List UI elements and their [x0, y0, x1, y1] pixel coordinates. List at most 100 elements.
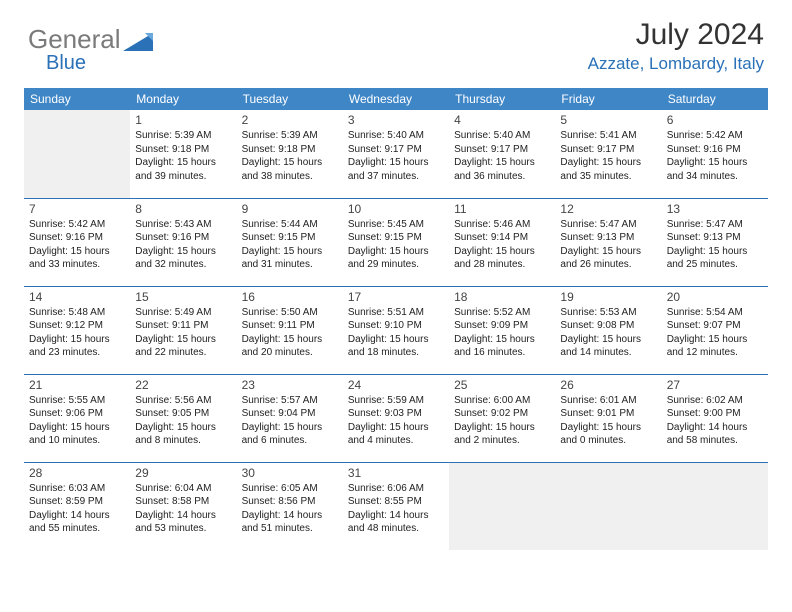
cell-sunset: Sunset: 9:16 PM — [667, 143, 763, 157]
cell-sunset: Sunset: 9:18 PM — [242, 143, 338, 157]
day-cell: 19 Sunrise: 5:53 AMSunset: 9:08 PMDayligh… — [555, 286, 661, 374]
day-cell: 24Sunrise: 5:59 AMSunset: 9:03 PMDayligh… — [343, 374, 449, 462]
cell-daylight1: Daylight: 15 hours — [29, 421, 125, 435]
day-number: 26 — [560, 378, 656, 392]
day-number: 5 — [560, 113, 656, 127]
day-number: 27 — [667, 378, 763, 392]
logo-text-grey: General — [28, 24, 121, 55]
cell-sunrise: Sunrise: 5:47 AM — [667, 218, 763, 232]
page: General Blue July 2024 Azzate, Lombardy,… — [0, 0, 792, 560]
cell-sunset: Sunset: 9:10 PM — [348, 319, 444, 333]
cell-sunrise: Sunrise: 5:50 AM — [242, 306, 338, 320]
week-row: 7Sunrise: 5:42 AMSunset: 9:16 PMDaylight… — [24, 198, 768, 286]
cell-daylight1: Daylight: 15 hours — [242, 333, 338, 347]
cell-daylight2: and 20 minutes. — [242, 346, 338, 360]
cell-sunrise: Sunrise: 5:44 AM — [242, 218, 338, 232]
day-cell: 12Sunrise: 5:47 AMSunset: 9:13 PMDayligh… — [555, 198, 661, 286]
cell-daylight1: Daylight: 15 hours — [29, 333, 125, 347]
cell-sunset: Sunset: 9:16 PM — [29, 231, 125, 245]
cell-sunset: Sunset: 9:11 PM — [242, 319, 338, 333]
day-cell: 15Sunrise: 5:49 AMSunset: 9:11 PMDayligh… — [130, 286, 236, 374]
cell-daylight2: and 58 minutes. — [667, 434, 763, 448]
cell-sunset: Sunset: 9:14 PM — [454, 231, 550, 245]
cell-daylight2: and 23 minutes. — [29, 346, 125, 360]
cell-daylight1: Daylight: 15 hours — [454, 333, 550, 347]
day-cell: 18Sunrise: 5:52 AMSunset: 9:09 PMDayligh… — [449, 286, 555, 374]
cell-sunset: Sunset: 9:05 PM — [135, 407, 231, 421]
cell-daylight1: Daylight: 15 hours — [29, 245, 125, 259]
day-cell: 5Sunrise: 5:41 AMSunset: 9:17 PMDaylight… — [555, 110, 661, 198]
cell-sunrise: Sunrise: 5:49 AM — [135, 306, 231, 320]
cell-daylight1: Daylight: 15 hours — [667, 156, 763, 170]
day-number: 23 — [242, 378, 338, 392]
day-number: 19 — [560, 290, 656, 304]
day-number: 16 — [242, 290, 338, 304]
cell-daylight1: Daylight: 15 hours — [242, 421, 338, 435]
day-cell: 8Sunrise: 5:43 AMSunset: 9:16 PMDaylight… — [130, 198, 236, 286]
day-number: 1 — [135, 113, 231, 127]
cell-daylight2: and 28 minutes. — [454, 258, 550, 272]
day-cell: 22 Sunrise: 5:56 AMSunset: 9:05 PMDayligh… — [130, 374, 236, 462]
cell-sunset: Sunset: 8:56 PM — [242, 495, 338, 509]
week-row: 14Sunrise: 5:48 AMSunset: 9:12 PMDayligh… — [24, 286, 768, 374]
cell-sunrise: Sunrise: 5:59 AM — [348, 394, 444, 408]
cell-sunset: Sunset: 9:12 PM — [29, 319, 125, 333]
day-number: 22 — [135, 378, 231, 392]
cell-daylight2: and 33 minutes. — [29, 258, 125, 272]
cell-daylight1: Daylight: 15 hours — [454, 156, 550, 170]
calendar-table: Sunday Monday Tuesday Wednesday Thursday… — [24, 88, 768, 550]
cell-sunset: Sunset: 9:17 PM — [560, 143, 656, 157]
cell-sunrise: Sunrise: 6:05 AM — [242, 482, 338, 496]
cell-daylight1: Daylight: 15 hours — [667, 245, 763, 259]
cell-daylight1: Daylight: 14 hours — [135, 509, 231, 523]
cell-daylight2: and 18 minutes. — [348, 346, 444, 360]
cell-sunrise: Sunrise: 5:57 AM — [242, 394, 338, 408]
cell-sunset: Sunset: 9:02 PM — [454, 407, 550, 421]
day-number: 9 — [242, 202, 338, 216]
cell-sunset: Sunset: 9:15 PM — [348, 231, 444, 245]
day-number: 8 — [135, 202, 231, 216]
cell-sunset: Sunset: 9:09 PM — [454, 319, 550, 333]
day-number: 15 — [135, 290, 231, 304]
cell-daylight2: and 2 minutes. — [454, 434, 550, 448]
cell-daylight1: Daylight: 15 hours — [348, 333, 444, 347]
day-number: 14 — [29, 290, 125, 304]
cell-daylight2: and 29 minutes. — [348, 258, 444, 272]
cell-sunset: Sunset: 9:08 PM — [560, 319, 656, 333]
day-cell: 9Sunrise: 5:44 AMSunset: 9:15 PMDaylight… — [237, 198, 343, 286]
day-cell: 16 Sunrise: 5:50 AMSunset: 9:11 PMDayligh… — [237, 286, 343, 374]
cell-sunrise: Sunrise: 6:00 AM — [454, 394, 550, 408]
cell-sunset: Sunset: 9:18 PM — [135, 143, 231, 157]
cell-daylight1: Daylight: 15 hours — [560, 245, 656, 259]
week-row: 21Sunrise: 5:55 AMSunset: 9:06 PMDayligh… — [24, 374, 768, 462]
cell-sunrise: Sunrise: 5:51 AM — [348, 306, 444, 320]
day-cell: 10Sunrise: 5:45 AMSunset: 9:15 PMDayligh… — [343, 198, 449, 286]
cell-sunset: Sunset: 8:58 PM — [135, 495, 231, 509]
day-number: 24 — [348, 378, 444, 392]
cell-daylight2: and 31 minutes. — [242, 258, 338, 272]
cell-daylight2: and 12 minutes. — [667, 346, 763, 360]
day-cell — [24, 110, 130, 198]
logo-triangle-icon — [123, 29, 153, 51]
cell-sunrise: Sunrise: 5:54 AM — [667, 306, 763, 320]
day-cell: 7Sunrise: 5:42 AMSunset: 9:16 PMDaylight… — [24, 198, 130, 286]
weekday-header: Friday — [555, 88, 661, 110]
cell-daylight2: and 14 minutes. — [560, 346, 656, 360]
cell-daylight1: Daylight: 15 hours — [454, 245, 550, 259]
month-title: July 2024 — [588, 18, 764, 52]
cell-daylight1: Daylight: 15 hours — [348, 421, 444, 435]
cell-sunset: Sunset: 9:00 PM — [667, 407, 763, 421]
cell-sunset: Sunset: 9:06 PM — [29, 407, 125, 421]
cell-daylight1: Daylight: 14 hours — [348, 509, 444, 523]
cell-sunrise: Sunrise: 5:53 AM — [560, 306, 656, 320]
day-number: 18 — [454, 290, 550, 304]
day-number: 4 — [454, 113, 550, 127]
cell-daylight1: Daylight: 15 hours — [135, 421, 231, 435]
cell-daylight1: Daylight: 14 hours — [29, 509, 125, 523]
day-number: 17 — [348, 290, 444, 304]
cell-daylight1: Daylight: 15 hours — [560, 333, 656, 347]
cell-daylight1: Daylight: 15 hours — [135, 156, 231, 170]
day-number: 25 — [454, 378, 550, 392]
cell-sunrise: Sunrise: 5:56 AM — [135, 394, 231, 408]
cell-sunrise: Sunrise: 5:39 AM — [242, 129, 338, 143]
